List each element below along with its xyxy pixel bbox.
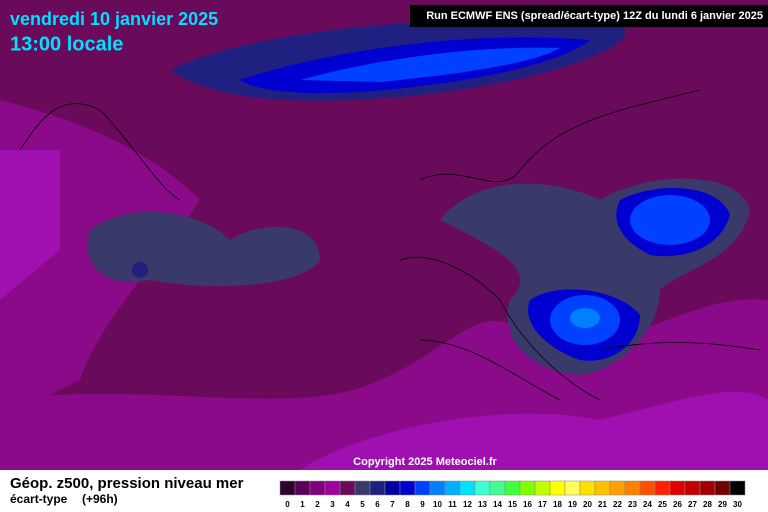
- legend-label: 23: [628, 500, 637, 509]
- legend-swatch: [324, 480, 341, 496]
- legend-swatch: [609, 480, 626, 496]
- footer-lead: (+96h): [82, 492, 118, 506]
- legend-label: 6: [375, 500, 380, 509]
- legend-label: 27: [688, 500, 697, 509]
- legend-label: 16: [523, 500, 532, 509]
- legend-swatch: [579, 480, 596, 496]
- legend-label: 13: [478, 500, 487, 509]
- legend-swatch: [459, 480, 476, 496]
- legend-label: 20: [583, 500, 592, 509]
- legend-label: 5: [360, 500, 365, 509]
- legend-label: 21: [598, 500, 607, 509]
- footer-subtitle: écart-type: [10, 492, 68, 506]
- run-info: Run ECMWF ENS (spread/écart-type) 12Z du…: [426, 10, 763, 22]
- legend-swatch: [384, 480, 401, 496]
- legend-swatch: [684, 480, 701, 496]
- legend-swatch: [534, 480, 551, 496]
- legend-label: 11: [448, 500, 457, 509]
- run-box: [410, 5, 768, 27]
- legend-label: 3: [330, 500, 335, 509]
- spread-area: [570, 308, 600, 328]
- legend-swatch: [669, 480, 686, 496]
- legend: 0 1 2 3 4 5 6 7 8 9 10 11 12 13 14 15 16 17 18 19 20 21 22 23 24…: [279, 480, 746, 509]
- legend-label: 0: [285, 500, 290, 509]
- legend-swatch: [594, 480, 611, 496]
- legend-swatch: [369, 480, 386, 496]
- legend-label: 10: [433, 500, 442, 509]
- legend-label: 14: [493, 500, 502, 509]
- legend-swatch: [414, 480, 431, 496]
- legend-label: 2: [315, 500, 320, 509]
- legend-label: 18: [553, 500, 562, 509]
- legend-label: 28: [703, 500, 712, 509]
- legend-swatch: [699, 480, 716, 496]
- map: [0, 0, 768, 470]
- legend-label: 17: [538, 500, 547, 509]
- time-title: 13:00 locale: [10, 33, 123, 55]
- legend-label: 29: [718, 500, 727, 509]
- footer-title: Géop. z500, pression niveau mer: [10, 475, 244, 492]
- legend-swatch: [729, 480, 746, 496]
- legend-label: 22: [613, 500, 622, 509]
- legend-swatch: [624, 480, 641, 496]
- spread-area: [132, 262, 148, 278]
- date-title: vendredi 10 janvier 2025: [10, 9, 218, 29]
- spread-area: [300, 47, 560, 82]
- legend-swatch: [489, 480, 506, 496]
- legend-swatch: [519, 480, 536, 496]
- legend-label: 7: [390, 500, 395, 509]
- legend-swatch: [354, 480, 371, 496]
- spread-area: [0, 150, 60, 300]
- legend-swatch: [564, 480, 581, 496]
- legend-label: 30: [733, 500, 742, 509]
- legend-label: 15: [508, 500, 517, 509]
- spread-area: [300, 391, 768, 470]
- legend-label: 12: [463, 500, 472, 509]
- legend-swatch: [279, 480, 296, 496]
- legend-label: 25: [658, 500, 667, 509]
- legend-label: 24: [643, 500, 652, 509]
- legend-swatch: [399, 480, 416, 496]
- copyright: Copyright 2025 Meteociel.fr: [353, 456, 497, 468]
- legend-label: 26: [673, 500, 682, 509]
- spread-area: [630, 195, 710, 245]
- legend-label: 19: [568, 500, 577, 509]
- legend-swatch: [474, 480, 491, 496]
- legend-swatch: [714, 480, 731, 496]
- legend-swatch: [654, 480, 671, 496]
- legend-swatch: [309, 480, 326, 496]
- legend-swatch: [549, 480, 566, 496]
- legend-swatch: [339, 480, 356, 496]
- coastline: [19, 89, 761, 401]
- legend-label: 4: [345, 500, 350, 509]
- legend-label: 8: [405, 500, 410, 509]
- legend-label: 9: [420, 500, 425, 509]
- legend-swatch: [294, 480, 311, 496]
- legend-swatch: [429, 480, 446, 496]
- legend-swatch: [639, 480, 656, 496]
- legend-swatch: [504, 480, 521, 496]
- legend-label: 1: [300, 500, 305, 509]
- legend-swatch: [444, 480, 461, 496]
